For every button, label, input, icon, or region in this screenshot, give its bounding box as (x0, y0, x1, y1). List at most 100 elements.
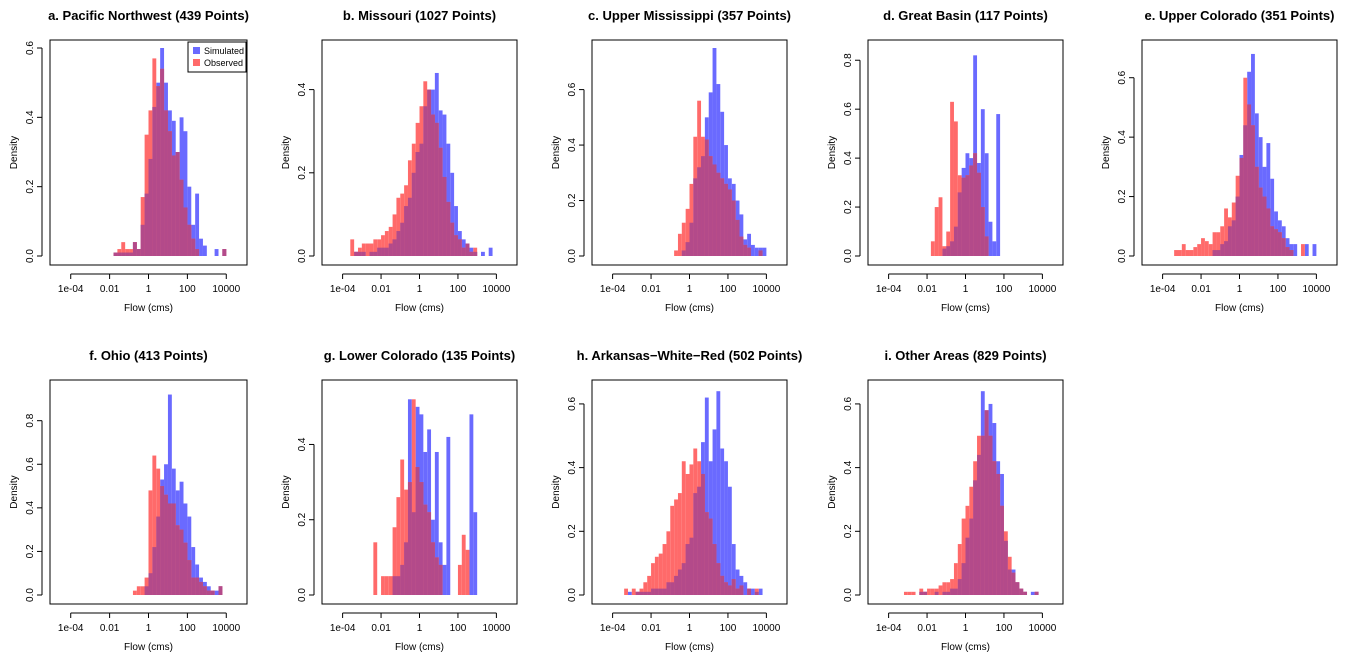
observed-bar (373, 239, 378, 256)
overlap-bar (996, 473, 1001, 595)
overlap-bar (1281, 238, 1286, 256)
overlap-bar (980, 207, 985, 256)
overlap-bar (953, 226, 958, 256)
overlap-bar (689, 537, 694, 595)
overlap-bar (984, 410, 989, 595)
overlap-bar (651, 588, 655, 595)
overlap-bar (140, 224, 145, 256)
observed-bar (934, 207, 939, 256)
observed-bar (677, 233, 682, 256)
simulated-bar (727, 486, 732, 595)
y-tick-label: 0.6 (25, 457, 36, 471)
simulated-bar (446, 436, 451, 595)
observed-bar (658, 553, 663, 595)
overlap-bar (689, 222, 694, 256)
overlap-bar (407, 197, 412, 256)
overlap-bar (1227, 226, 1232, 256)
x-tick-label: 0.01 (371, 623, 391, 634)
x-tick-label: 1 (417, 623, 423, 634)
x-tick-label: 1e-04 (876, 284, 902, 295)
observed-bar (369, 243, 374, 256)
observed-bar (396, 197, 401, 256)
simulated-bar (187, 516, 192, 595)
overlap-bar (164, 494, 168, 595)
observed-bar (674, 499, 678, 595)
overlap-bar (400, 222, 405, 256)
overlap-bar (923, 591, 928, 595)
panel-c: c. Upper Mississippi (357 Points) 1e-04 0.… (551, 8, 791, 314)
overlap-bar (469, 251, 474, 256)
overlap-bar (957, 192, 962, 256)
overlap-bar (152, 106, 157, 256)
overlap-bar (1277, 232, 1282, 256)
y-tick-label: 0.0 (567, 588, 578, 602)
overlap-bar (1247, 104, 1252, 256)
x-tick-label: 1e-04 (58, 284, 84, 295)
panel-b: b. Missouri (1027 Points) 1e-04 0.01 1 100 10… (281, 8, 518, 314)
x-tick-label: 10000 (212, 623, 240, 634)
observed-bar (384, 576, 389, 595)
x-tick-label: 1 (146, 284, 152, 295)
observed-bar (396, 497, 401, 595)
observed-bar (662, 544, 667, 595)
overlap-bar (735, 219, 740, 256)
plot-frame (49, 39, 248, 266)
overlap-bar (934, 591, 939, 595)
x-tick-label: 100 (720, 623, 737, 634)
overlap-bar (423, 504, 428, 595)
overlap-bar (731, 200, 736, 256)
overlap-bar (431, 542, 435, 595)
observed-bar (624, 588, 628, 595)
overlap-bar (1003, 540, 1008, 595)
y-axis-label: Density (9, 475, 20, 508)
observed-bar (392, 214, 397, 256)
observed-bar (938, 197, 943, 256)
observed-bar (384, 231, 389, 256)
observed-bar (461, 534, 466, 595)
x-axis-label: Flow (cms) (941, 642, 990, 653)
simulated-bar (1293, 244, 1298, 256)
overlap-bar (396, 576, 401, 595)
panel-d: d. Great Basin (117 Points) 1e-04 0.01 1 100… (827, 8, 1064, 314)
overlap-bar (708, 518, 713, 595)
overlap-bar (222, 249, 227, 256)
panel-title: i. Other Areas (829 Points) (884, 348, 1046, 363)
x-tick-label: 0.01 (917, 623, 937, 634)
simulated-bar (739, 214, 744, 256)
overlap-bar (125, 252, 130, 256)
observed-bar (677, 493, 682, 595)
overlap-bar (643, 591, 648, 595)
simulated-bar (747, 233, 752, 256)
x-tick-label: 1e-04 (58, 623, 84, 634)
overlap-bar (121, 252, 126, 256)
overlap-bar (1235, 196, 1240, 256)
observed-bar (1193, 247, 1198, 256)
overlap-bar (384, 247, 389, 256)
observed-bar (125, 249, 130, 256)
overlap-bar (156, 516, 161, 595)
x-tick-label: 0.01 (100, 284, 120, 295)
panel-h: h. Arkansas−White−Red (502 Points) 1e-04 0… (551, 348, 802, 653)
x-axis-label: Flow (cms) (941, 303, 990, 314)
simulated-bar (751, 588, 755, 595)
panel-g: g. Lower Colorado (135 Points)1e-04 0.01 1… (281, 348, 518, 653)
simulated-bar (627, 591, 632, 595)
observed-bar (136, 586, 141, 595)
simulated-bar (199, 238, 203, 256)
observed-bar (381, 576, 385, 595)
y-tick-label: 0.0 (297, 249, 308, 263)
observed-bar (388, 576, 393, 595)
overlap-bar (369, 251, 374, 256)
observed-bar (1174, 250, 1178, 256)
observed-bar (1181, 244, 1186, 256)
y-tick-label: 0.4 (297, 437, 308, 451)
overlap-bar (191, 577, 196, 595)
simulated-bar (731, 544, 736, 595)
observed-bar (953, 563, 958, 595)
panel-title: d. Great Basin (117 Points) (883, 8, 1048, 23)
simulated-bar (980, 109, 985, 256)
y-axis-label: Density (551, 475, 562, 508)
overlap-bar (377, 247, 382, 256)
observed-bar (121, 242, 126, 256)
